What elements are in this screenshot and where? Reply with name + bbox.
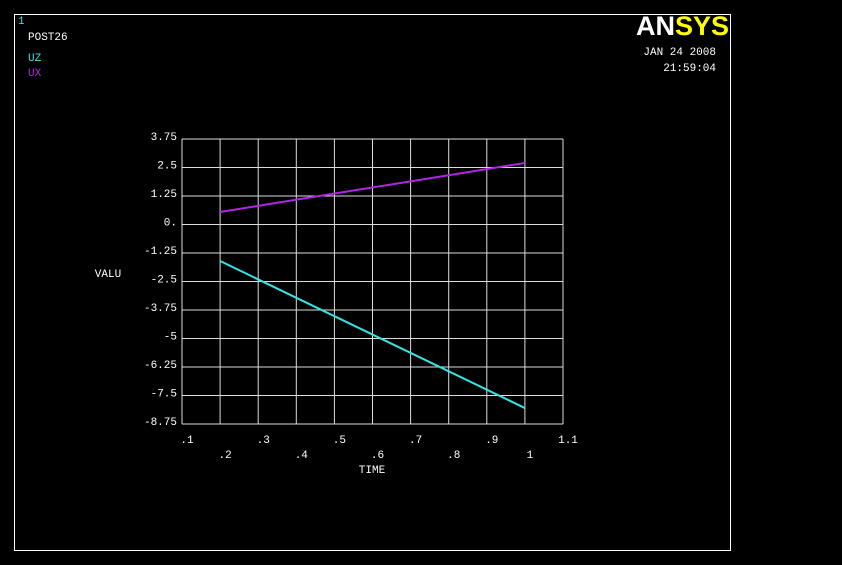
x-tick-label: 1 — [527, 450, 534, 462]
x-tick-label: .5 — [333, 435, 346, 447]
date: JAN 24 2008 — [643, 47, 716, 59]
x-tick-label: .8 — [447, 450, 460, 462]
y-tick-label: -5 — [164, 331, 177, 343]
x-tick-label: .1 — [180, 435, 194, 447]
legend-entry: UZ — [28, 53, 42, 65]
y-tick-label: -1.25 — [144, 246, 177, 258]
series-line — [219, 260, 526, 409]
x-axis-label: TIME — [359, 465, 386, 477]
y-tick-label: -3.75 — [144, 303, 177, 315]
y-tick-label: 2.5 — [157, 160, 177, 172]
legend-entry: UX — [28, 68, 42, 80]
chart-title: POST26 — [28, 32, 68, 44]
logo-part: AN — [636, 11, 675, 41]
x-tick-label: .6 — [371, 450, 384, 462]
y-axis-label: VALU — [95, 269, 121, 281]
x-tick-label: .3 — [257, 435, 270, 447]
y-tick-label: -8.75 — [144, 417, 177, 429]
y-tick-label: -7.5 — [151, 388, 177, 400]
time: 21:59:04 — [663, 63, 716, 75]
y-tick-label: 1.25 — [151, 189, 177, 201]
logo: ANSYS — [636, 11, 729, 41]
window-frame — [14, 14, 731, 551]
series-line — [219, 161, 526, 213]
y-tick-label: 0. — [164, 217, 177, 229]
x-tick-label: .4 — [295, 450, 309, 462]
logo-part: SYS — [675, 11, 729, 41]
y-tick-label: 3.75 — [151, 132, 177, 144]
x-tick-label: .9 — [485, 435, 498, 447]
x-tick-label: 1.1 — [558, 435, 578, 447]
x-tick-label: .7 — [409, 435, 422, 447]
window-number: 1 — [18, 16, 25, 28]
y-tick-label: -6.25 — [144, 360, 177, 372]
x-tick-label: .2 — [218, 450, 231, 462]
y-tick-label: -2.5 — [151, 274, 177, 286]
